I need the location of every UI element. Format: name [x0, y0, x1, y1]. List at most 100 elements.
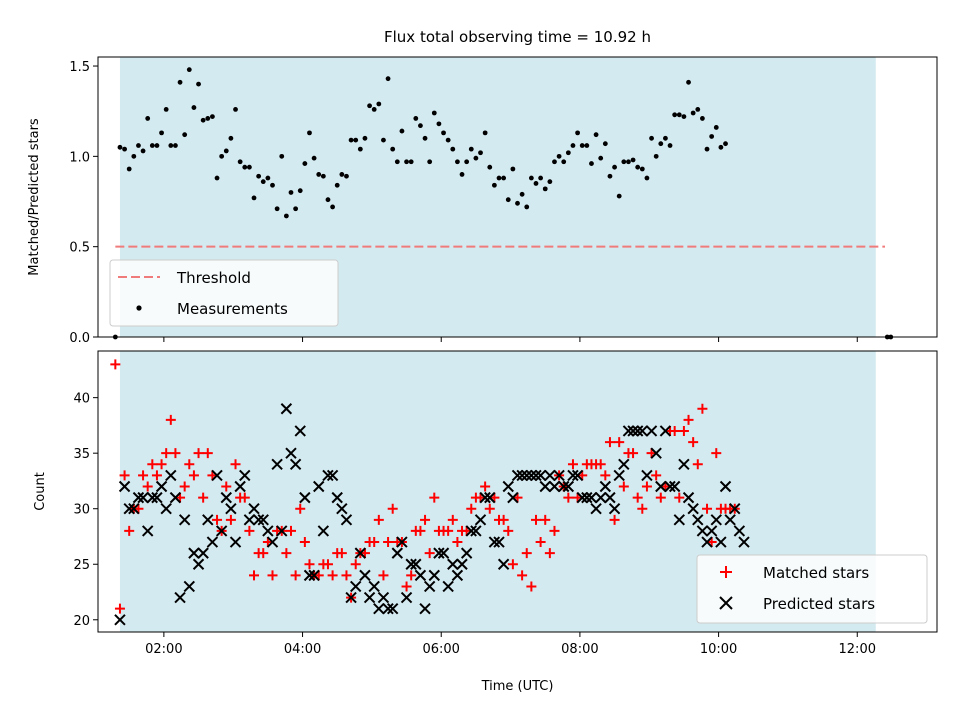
measurement-point	[713, 125, 719, 130]
predicted-stars-point	[313, 480, 325, 493]
matched-stars-point	[521, 548, 532, 559]
measurement-point	[376, 101, 382, 107]
measurement-point	[519, 191, 525, 197]
predicted-stars-point	[571, 469, 584, 482]
matched-stars-point	[281, 548, 292, 559]
measurement-point	[561, 159, 567, 165]
predicted-stars-point	[525, 469, 538, 482]
predicted-stars-point	[724, 514, 736, 526]
predicted-stars-point	[447, 558, 459, 570]
measurement-point	[547, 179, 553, 185]
matched-stars-point	[165, 414, 176, 425]
matched-stars-point	[212, 514, 223, 525]
measurement-point	[584, 143, 590, 148]
measurement-point	[491, 182, 497, 188]
measurement-point	[538, 175, 544, 181]
x-tick-label: 02:00	[145, 642, 182, 657]
measurement-point	[223, 148, 229, 154]
matched-stars-point	[336, 548, 347, 559]
predicted-stars-point	[192, 558, 205, 570]
predicted-stars-point	[451, 569, 464, 582]
matched-stars-point	[202, 448, 213, 459]
matched-stars-point	[443, 525, 454, 536]
predicted-stars-point	[488, 536, 501, 548]
matched-stars-point	[641, 481, 652, 492]
predicted-stars-point	[474, 514, 487, 526]
top-panel: 0.0 0.5 1.0 1.5 Flux total observing time =…	[27, 28, 938, 346]
predicted-stars-point	[442, 580, 454, 593]
measurement-point	[205, 116, 211, 121]
predicted-stars-point	[215, 525, 228, 537]
predicted-stars-point	[437, 547, 450, 559]
measurement-point	[653, 153, 659, 159]
measurement-point	[468, 146, 474, 152]
matched-stars-point	[530, 514, 541, 525]
predicted-stars-point	[183, 580, 196, 593]
y-tick-label: 40	[73, 392, 90, 407]
predicted-stars-point	[562, 480, 575, 493]
matched-stars-point	[142, 481, 153, 492]
measurement-point	[265, 175, 271, 181]
predicted-stars-point	[410, 558, 422, 570]
predicted-stars-point	[692, 514, 704, 526]
measurement-point	[690, 110, 696, 116]
matched-stars-point	[447, 514, 458, 525]
predicted-stars-point	[276, 525, 288, 537]
legend-matched-label: Matched stars	[763, 564, 869, 582]
predicted-stars-point	[719, 480, 732, 493]
predicted-stars-point	[497, 558, 510, 570]
matched-stars-point	[614, 437, 625, 448]
matched-stars-point	[387, 503, 398, 514]
predicted-stars-point	[530, 469, 542, 482]
predicted-stars-point	[146, 491, 159, 504]
measurement-point	[598, 155, 604, 161]
measurement-point	[496, 175, 502, 181]
matched-stars-point	[249, 570, 260, 581]
predicted-stars-point	[114, 614, 126, 626]
measurement-point	[612, 164, 617, 170]
predicted-stars-point	[141, 525, 154, 537]
predicted-stars-point	[687, 503, 699, 515]
matched-stars-point	[674, 492, 685, 503]
measurement-point	[256, 173, 262, 179]
matched-stars-point	[692, 459, 703, 470]
predicted-stars-point	[285, 447, 297, 459]
legend-measurements-label: Measurements	[177, 300, 288, 318]
matched-stars-point	[466, 503, 477, 514]
matched-stars-point	[503, 525, 514, 536]
predicted-stars-point	[470, 525, 482, 537]
matched-stars-point	[688, 437, 699, 448]
predicted-stars-point	[641, 469, 653, 482]
legend-box	[696, 554, 928, 624]
predicted-stars-point	[613, 469, 625, 482]
measurement-point	[200, 117, 206, 123]
matched-stars-point	[114, 603, 125, 614]
measurement-point	[445, 137, 451, 143]
measurement-point	[552, 159, 557, 165]
matched-stars-point	[138, 470, 149, 481]
measurement-point	[404, 159, 409, 165]
matched-stars-point	[327, 570, 338, 581]
predicted-stars-point	[456, 558, 468, 570]
predicted-stars-point	[460, 547, 473, 559]
predicted-stars-point	[544, 469, 556, 482]
measurement-point	[464, 159, 470, 165]
matched-stars-point	[188, 470, 199, 481]
predicted-stars-point	[594, 491, 607, 504]
x-axis-label: Time (UTC)	[481, 679, 554, 694]
measurement-point	[353, 137, 359, 143]
measurement-point	[357, 146, 363, 152]
y-tick-label: 1.5	[69, 60, 90, 75]
matched-stars-point	[151, 470, 162, 481]
matched-stars-point	[225, 514, 236, 525]
matched-stars-point	[230, 459, 241, 470]
predicted-stars-point	[197, 547, 209, 559]
predicted-stars-point	[581, 491, 593, 504]
measurement-point	[385, 76, 391, 82]
measurement-point	[695, 106, 701, 112]
matched-stars-point	[299, 537, 310, 548]
predicted-stars-point	[511, 469, 524, 482]
predicted-stars-point	[650, 447, 662, 459]
measurement-point	[196, 81, 201, 87]
